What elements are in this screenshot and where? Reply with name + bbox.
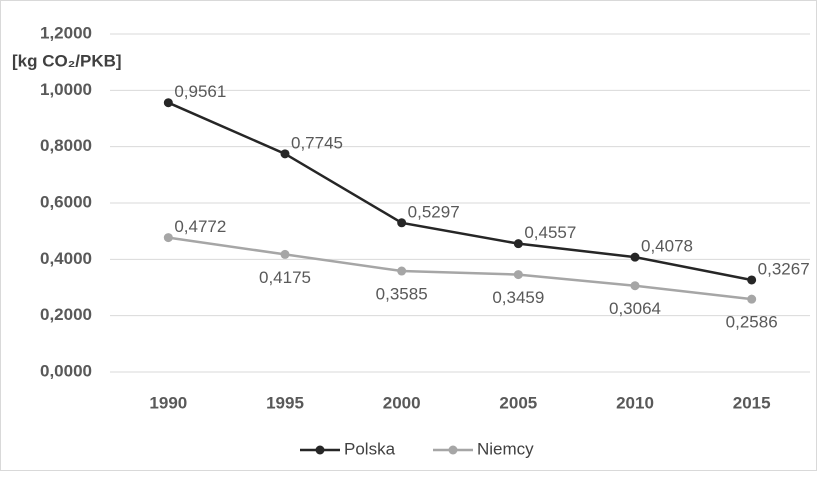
data-label: 0,4078 <box>641 237 693 256</box>
data-label: 0,5297 <box>408 202 460 221</box>
point <box>513 239 523 249</box>
point <box>397 266 407 276</box>
data-label: 0,3064 <box>609 299 661 318</box>
point <box>747 294 757 304</box>
point <box>747 275 757 285</box>
x-tick-label: 2015 <box>733 393 771 412</box>
x-tick-label: 2005 <box>499 393 537 412</box>
data-label: 0,7745 <box>291 133 343 152</box>
y-tick-label: 0,6000 <box>40 192 92 211</box>
y-tick-label: 0,4000 <box>40 249 92 268</box>
data-label: 0,2586 <box>726 313 778 332</box>
legend-label: Niemcy <box>477 439 534 458</box>
data-label: 0,3459 <box>492 288 544 307</box>
data-label: 0,4557 <box>524 223 576 242</box>
point <box>630 252 640 262</box>
point <box>513 270 523 280</box>
y-tick-label: 0,0000 <box>40 361 92 380</box>
point <box>397 218 407 228</box>
point <box>280 249 290 259</box>
series-line <box>167 101 752 282</box>
y-tick-label: 0,8000 <box>40 136 92 155</box>
point <box>163 98 173 108</box>
y-tick-label: 0,2000 <box>40 305 92 324</box>
point <box>280 149 290 159</box>
x-tick-label: 1990 <box>149 393 187 412</box>
data-label: 0,4772 <box>174 217 226 236</box>
data-label: 0,4175 <box>259 268 311 287</box>
data-label: 0,3585 <box>376 285 428 304</box>
y-axis-label: [kg CO₂/PKB] <box>12 51 122 70</box>
legend-marker <box>448 445 458 455</box>
legend-marker <box>315 445 325 455</box>
x-tick-label: 2010 <box>616 393 654 412</box>
series-line <box>168 236 752 301</box>
point <box>163 233 173 243</box>
point <box>630 281 640 291</box>
x-tick-label: 1995 <box>266 393 304 412</box>
x-tick-label: 2000 <box>383 393 421 412</box>
data-label: 0,9561 <box>174 82 226 101</box>
y-tick-label: 1,2000 <box>40 23 92 42</box>
y-tick-label: 1,0000 <box>40 80 92 99</box>
legend-label: Polska <box>344 439 396 458</box>
data-label: 0,3267 <box>758 259 810 278</box>
